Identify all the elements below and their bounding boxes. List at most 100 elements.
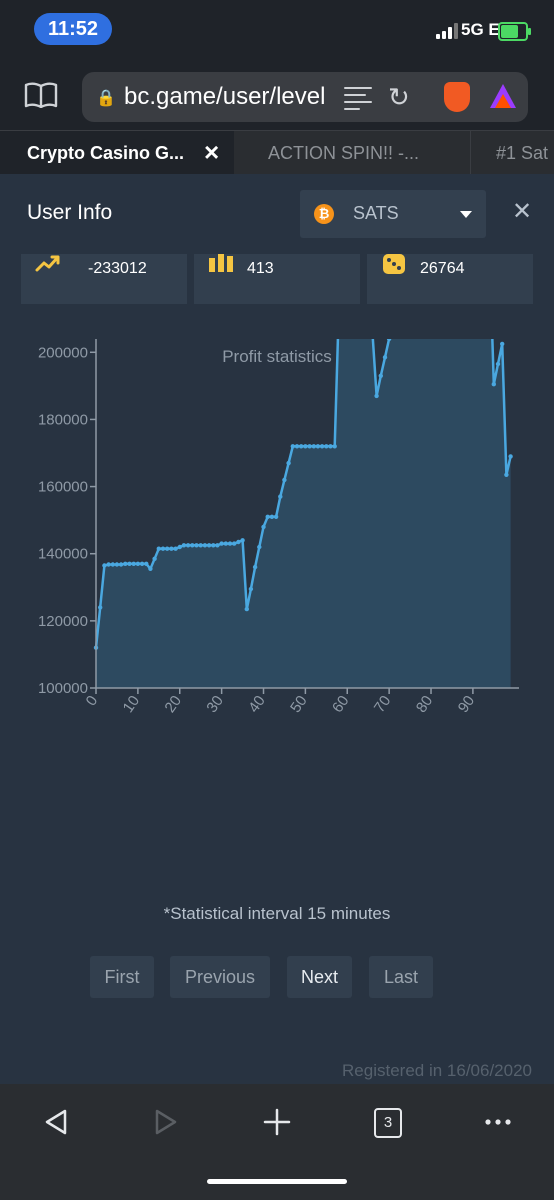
- data-point: [378, 373, 383, 378]
- data-point: [194, 543, 199, 548]
- page-header: User Info ₿ SATS ✕: [0, 174, 554, 254]
- data-point: [198, 543, 203, 548]
- x-tick-label: 20: [162, 693, 185, 716]
- data-point: [315, 444, 321, 449]
- status-time: 11:52: [34, 13, 112, 45]
- new-tab-icon[interactable]: [257, 1102, 297, 1142]
- close-icon[interactable]: ✕: [512, 198, 533, 225]
- data-point: [328, 444, 333, 449]
- data-point: [106, 562, 111, 567]
- data-point: [190, 543, 195, 548]
- address-bar[interactable]: 🔒 bc.game/user/level ↻: [82, 72, 528, 122]
- data-point: [307, 444, 312, 449]
- data-point: [118, 562, 124, 567]
- stat-value: -233012: [88, 260, 147, 277]
- tab-action-spin[interactable]: ACTION SPIN!! -...: [234, 131, 470, 175]
- data-point: [156, 546, 161, 551]
- tab-label: #1 Sat: [496, 143, 549, 163]
- data-point: [144, 561, 149, 566]
- chart-area: [96, 253, 511, 688]
- bars-icon: [209, 254, 233, 272]
- tab-count: 3: [374, 1108, 402, 1138]
- brave-shield-icon[interactable]: [444, 82, 470, 112]
- tab-sat[interactable]: #1 Sat: [471, 131, 554, 175]
- forward-icon[interactable]: [146, 1102, 186, 1142]
- data-point: [232, 541, 237, 546]
- tab-crypto-casino[interactable]: Crypto Casino G... ×: [0, 131, 234, 175]
- data-point: [504, 472, 509, 477]
- status-bar: 11:52 5G E: [0, 0, 554, 60]
- close-tab-icon[interactable]: ×: [204, 137, 220, 167]
- next-page-button[interactable]: Next: [287, 956, 352, 998]
- data-point: [165, 546, 170, 551]
- data-point: [248, 586, 254, 592]
- data-point: [123, 561, 128, 566]
- first-page-button[interactable]: First: [90, 956, 154, 998]
- stat-card-bets: 26764: [367, 254, 533, 304]
- bookmarks-icon[interactable]: [24, 82, 58, 108]
- tab-divider: [470, 131, 471, 175]
- y-tick-label: 180000: [38, 411, 88, 428]
- data-point: [211, 543, 216, 548]
- data-point: [491, 382, 496, 387]
- data-point: [240, 538, 245, 543]
- bat-rewards-icon[interactable]: [490, 84, 516, 108]
- data-point: [299, 444, 304, 449]
- more-options-icon[interactable]: [478, 1102, 518, 1142]
- dice-icon: [383, 254, 405, 274]
- data-point: [148, 566, 153, 571]
- tab-switcher-button[interactable]: 3: [367, 1102, 407, 1142]
- x-tick-label: 40: [245, 693, 268, 716]
- data-point: [273, 514, 279, 519]
- page-title: User Info: [27, 201, 113, 224]
- data-point: [319, 444, 325, 449]
- data-point: [219, 541, 224, 546]
- data-point: [278, 494, 283, 499]
- x-tick-label: 70: [371, 693, 394, 716]
- back-icon[interactable]: [36, 1102, 76, 1142]
- data-point: [114, 562, 120, 567]
- x-tick-label: 50: [287, 693, 310, 716]
- chart-title: Profit statistics: [222, 347, 332, 366]
- network-label: 5G E: [461, 20, 500, 39]
- stat-card-wins: 413: [194, 254, 360, 304]
- tab-label: ACTION SPIN!! -...: [268, 143, 420, 163]
- currency-select[interactable]: ₿ SATS: [300, 190, 486, 238]
- x-tick-label: 0: [83, 693, 102, 710]
- data-point: [303, 444, 308, 449]
- data-point: [227, 541, 233, 546]
- data-point: [252, 564, 258, 570]
- trend-icon: [35, 255, 60, 272]
- data-point: [177, 544, 182, 550]
- x-tick-label: 10: [120, 693, 143, 716]
- y-tick-label: 160000: [38, 479, 88, 496]
- tab-label: Crypto Casino G...: [27, 143, 185, 163]
- data-point: [181, 543, 187, 548]
- data-point: [500, 341, 505, 347]
- data-point: [223, 541, 228, 546]
- data-point: [495, 361, 501, 367]
- data-point: [311, 444, 316, 449]
- data-point: [173, 546, 178, 551]
- data-point: [185, 543, 191, 548]
- lock-icon: 🔒: [96, 90, 116, 107]
- y-tick-label: 200000: [38, 344, 88, 361]
- previous-page-button[interactable]: Previous: [170, 956, 270, 998]
- reader-mode-icon[interactable]: [344, 87, 372, 110]
- reload-icon[interactable]: ↻: [388, 82, 410, 112]
- data-point: [374, 393, 379, 399]
- statistical-interval-note: *Statistical interval 15 minutes: [163, 904, 391, 923]
- last-page-button[interactable]: Last: [369, 956, 433, 998]
- currency-label: SATS: [353, 203, 399, 223]
- data-point: [282, 477, 287, 483]
- data-point: [286, 460, 291, 466]
- home-indicator: [207, 1179, 347, 1184]
- chevron-down-icon: [460, 211, 472, 218]
- data-point: [152, 556, 157, 561]
- data-point: [382, 355, 388, 360]
- url-text[interactable]: bc.game/user/level: [124, 83, 326, 110]
- y-tick-label: 140000: [38, 546, 88, 563]
- data-point: [236, 539, 241, 545]
- browser-toolbar: 🔒 bc.game/user/level ↻: [0, 60, 554, 130]
- data-point: [290, 444, 295, 449]
